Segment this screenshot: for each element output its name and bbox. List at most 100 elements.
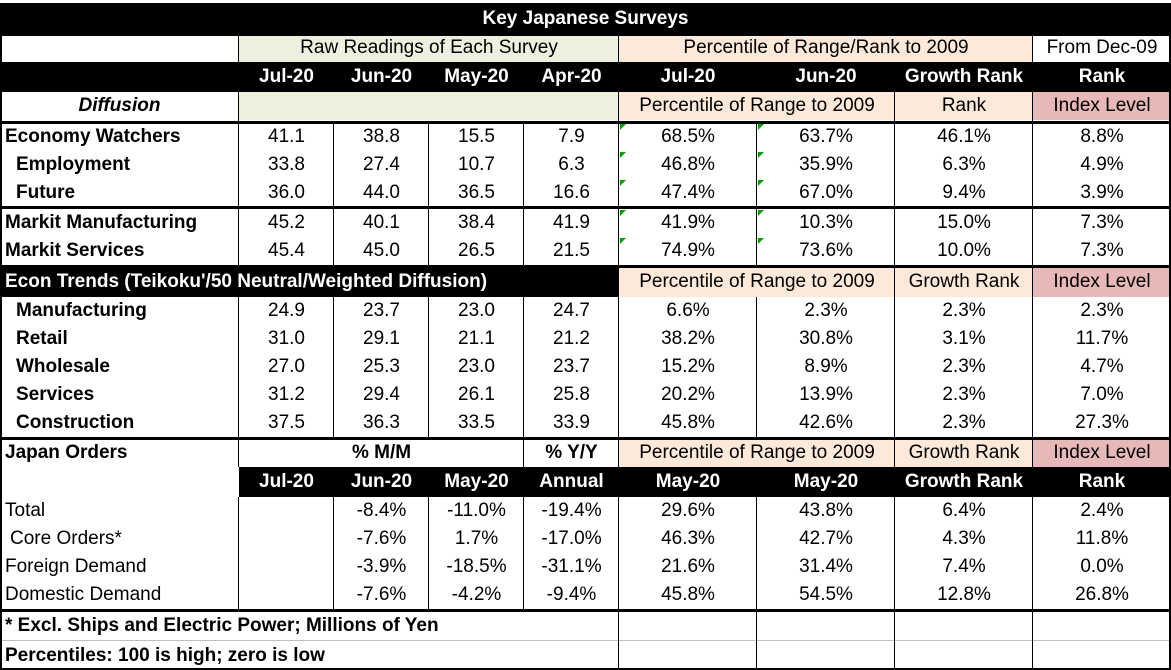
data-cell: 27.0 [268, 356, 305, 377]
data-cell: 2.3% [942, 356, 986, 377]
grid-line [0, 3, 1171, 5]
data-cell: 41.9% [619, 209, 757, 237]
data-cell: 10.0% [937, 240, 991, 261]
data-cell: -3.9% [356, 556, 407, 577]
data-cell: 26.8% [1075, 584, 1129, 605]
data-cell: 23.7 [553, 356, 590, 377]
data-cell: 21.1 [458, 328, 495, 349]
grid-line [0, 668, 1171, 670]
grid-line [523, 439, 524, 467]
data-cell: 41.9 [553, 212, 590, 233]
grid-line [618, 34, 619, 62]
grid-line [1032, 297, 1033, 437]
econ-growth-rank: Growth Rank [895, 267, 1033, 297]
data-cell: 23.0 [458, 300, 495, 321]
grid-line [894, 267, 895, 297]
row-label: Future [16, 182, 76, 203]
data-cell: 27.4 [363, 154, 400, 175]
orders-column-header: May-20 [429, 467, 524, 497]
orders-yy: % Y/Y [545, 442, 598, 463]
grid-line [618, 92, 619, 121]
data-cell: -18.5% [446, 556, 507, 577]
data-cell: 7.9 [558, 126, 585, 147]
econ-index-level: Index Level [1033, 267, 1171, 297]
data-cell: 4.9% [1080, 154, 1124, 175]
data-cell: 21.6% [661, 556, 715, 577]
grid-line [1032, 611, 1033, 670]
column-header: Jun-20 [334, 62, 429, 92]
data-cell: 42.6% [799, 412, 853, 433]
diffusion-index: Index Level [1033, 92, 1171, 120]
grid-line [1032, 92, 1033, 121]
japan-orders-label: Japan Orders [5, 442, 128, 463]
grid-line [1032, 34, 1033, 62]
column-header: May-20 [429, 62, 524, 92]
data-cell: 33.8 [268, 154, 305, 175]
data-cell: 6.6% [666, 300, 710, 321]
orders-percentile: Percentile of Range to 2009 [619, 439, 895, 467]
data-cell: 42.7% [799, 528, 853, 549]
row-label: Wholesale [16, 356, 110, 377]
data-cell: 26.1 [458, 384, 495, 405]
row-label: Core Orders* [10, 528, 122, 549]
group-percentile: Percentile of Range/Rank to 2009 [619, 34, 1033, 62]
data-cell: -7.6% [356, 584, 407, 605]
grid-line [756, 297, 757, 437]
data-cell: 68.5% [619, 123, 757, 151]
grid-line [618, 439, 619, 467]
data-cell: 29.4 [363, 384, 400, 405]
data-cell: 0.0% [1080, 556, 1124, 577]
data-cell: 2.3% [1080, 300, 1124, 321]
grid-line [0, 640, 1171, 641]
group-raw-readings: Raw Readings of Each Survey [239, 34, 619, 62]
data-cell: 67.0% [757, 179, 895, 207]
grid-line [756, 611, 757, 670]
row-label: Markit Services [5, 240, 145, 261]
grid-line [894, 123, 895, 265]
data-cell: 2.4% [1080, 500, 1124, 521]
row-label: Construction [16, 412, 135, 433]
data-cell: 46.3% [661, 528, 715, 549]
column-header: Jul-20 [619, 62, 757, 92]
grid-line [428, 123, 429, 265]
data-cell: 26.5 [458, 240, 495, 261]
group-from-dec: From Dec-09 [1046, 37, 1158, 58]
grid-line [894, 497, 895, 609]
data-cell: 38.2% [661, 328, 715, 349]
grid-line [333, 497, 334, 609]
data-cell: 13.9% [799, 384, 853, 405]
data-cell: 4.7% [1080, 356, 1124, 377]
data-cell: 24.7 [553, 300, 590, 321]
econ-trends-label: Econ Trends (Teikoku'/50 Neutral/Weighte… [0, 267, 619, 297]
data-cell: -4.2% [451, 584, 502, 605]
grid-line [894, 611, 895, 670]
data-cell: 41.1 [268, 126, 305, 147]
data-cell: 15.2% [661, 356, 715, 377]
orders-column-header: Growth Rank [895, 467, 1033, 497]
data-cell: 74.9% [619, 237, 757, 265]
row-label: Manufacturing [16, 300, 147, 321]
row-label: Economy Watchers [5, 126, 181, 147]
data-cell: 6.3 [558, 154, 585, 175]
data-cell: 43.8% [799, 500, 853, 521]
grid-line [238, 92, 239, 121]
data-cell: 3.1% [942, 328, 986, 349]
diffusion-label: Diffusion [78, 95, 161, 116]
data-cell: 46.1% [937, 126, 991, 147]
data-cell: 21.2 [553, 328, 590, 349]
data-cell: 31.2 [268, 384, 305, 405]
data-cell: 7.3% [1080, 212, 1124, 233]
row-label: Total [5, 500, 46, 521]
diffusion-percentile: Percentile of Range to 2009 [619, 92, 895, 120]
grid-line [0, 206, 1171, 209]
data-cell: -17.0% [541, 528, 602, 549]
data-cell: 45.2 [268, 212, 305, 233]
data-cell: 45.0 [363, 240, 400, 261]
data-cell: 45.4 [268, 240, 305, 261]
data-cell: 2.3% [942, 412, 986, 433]
data-cell: 10.7 [458, 154, 495, 175]
data-cell: 8.9% [804, 356, 848, 377]
orders-column-header: Rank [1033, 467, 1171, 497]
data-cell: 36.5 [458, 182, 495, 203]
data-cell: 15.0% [937, 212, 991, 233]
